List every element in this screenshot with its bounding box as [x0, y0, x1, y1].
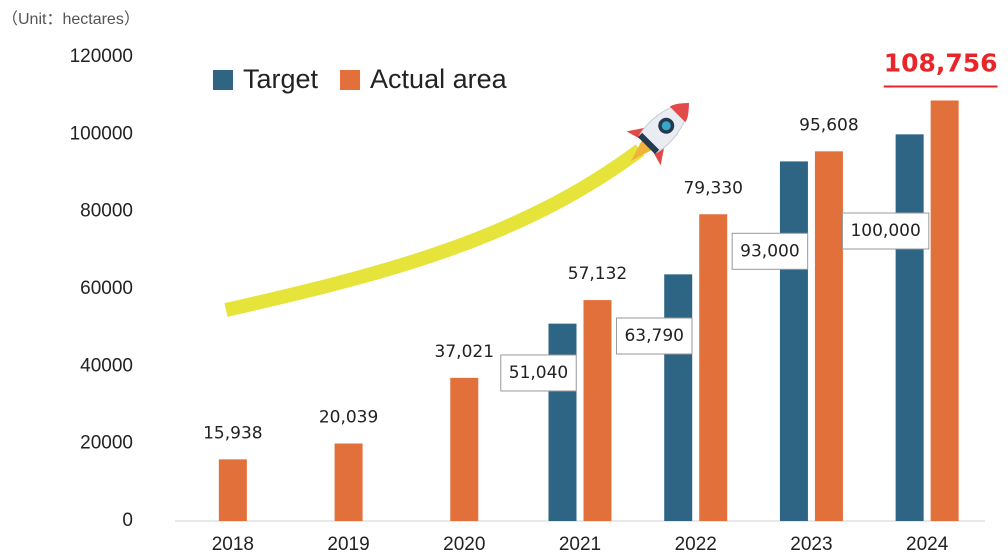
value-label: 108,756 — [884, 48, 998, 77]
y-tick-label: 100000 — [70, 123, 133, 144]
y-tick-label: 80000 — [80, 201, 133, 222]
rocket-icon — [626, 102, 690, 166]
value-label: 37,021 — [435, 342, 494, 362]
x-tick-label: 2022 — [675, 534, 717, 554]
value-label: 15,938 — [203, 423, 262, 443]
value-label: 51,040 — [509, 363, 568, 383]
x-tick-label: 2024 — [906, 534, 949, 554]
bar — [895, 134, 924, 522]
y-tick-label: 20000 — [80, 433, 133, 454]
value-label: 20,039 — [319, 408, 378, 428]
x-tick-label: 2023 — [790, 534, 832, 554]
bar — [814, 151, 843, 521]
value-label-box — [731, 232, 809, 270]
value-label: 95,608 — [799, 115, 858, 135]
value-label: 100,000 — [850, 221, 920, 241]
legend-swatch — [213, 70, 233, 90]
y-tick-label: 120000 — [70, 46, 133, 67]
x-tick-label: 2018 — [212, 534, 254, 554]
y-tick-label: 60000 — [80, 278, 133, 299]
legend-label: Actual area — [370, 64, 508, 94]
x-tick-label: 2019 — [327, 534, 369, 554]
bar — [664, 274, 693, 521]
value-label: 79,330 — [683, 178, 742, 198]
bar — [930, 100, 959, 521]
trend-arrow — [224, 144, 645, 317]
legend-label: Target — [243, 64, 319, 94]
bar — [699, 214, 728, 522]
bar — [548, 323, 577, 521]
value-label-box — [615, 317, 693, 355]
value-label-box — [500, 354, 577, 392]
value-label: 57,132 — [568, 264, 627, 284]
legend-swatch — [340, 70, 361, 90]
bar — [779, 161, 808, 521]
bar — [334, 443, 363, 521]
value-label: 93,000 — [740, 241, 799, 261]
value-label-box — [841, 212, 930, 250]
y-tick-label: 0 — [122, 510, 133, 531]
unit-label: （Unit：hectares） — [2, 10, 140, 28]
bar — [583, 300, 612, 521]
bar — [450, 377, 479, 521]
x-tick-label: 2020 — [443, 534, 485, 554]
y-tick-label: 40000 — [80, 355, 133, 376]
x-tick-label: 2021 — [559, 534, 601, 554]
bar — [218, 459, 247, 521]
value-label: 63,790 — [624, 326, 683, 346]
